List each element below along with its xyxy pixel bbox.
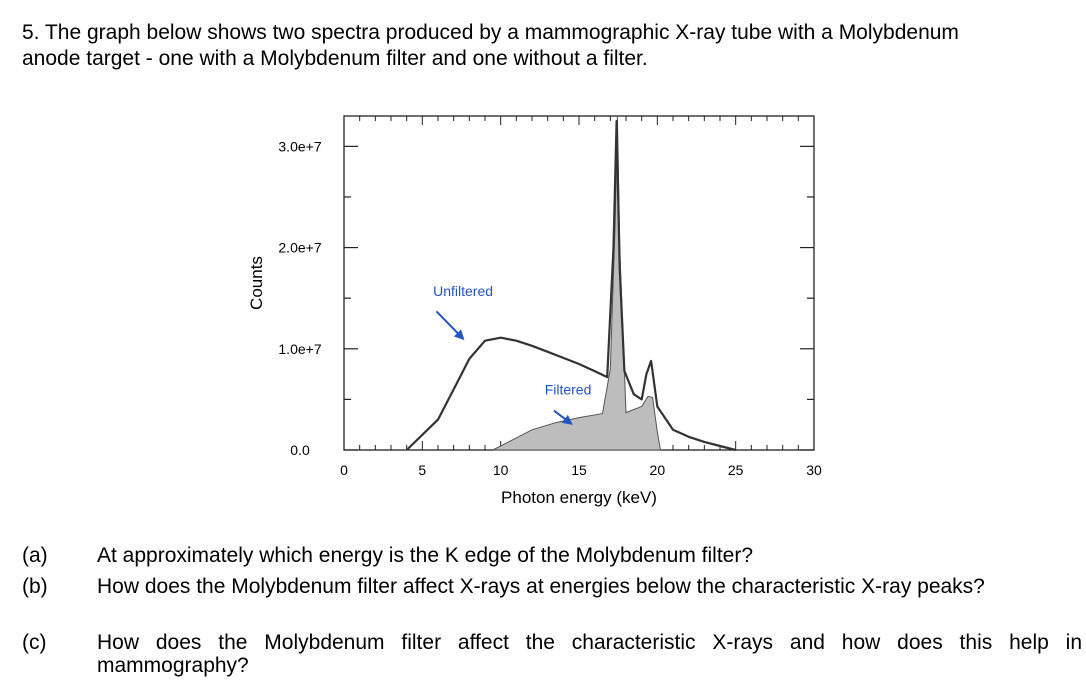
unfiltered-annotation: Unfiltered [433,283,493,299]
x-tick-label: 15 [571,462,587,478]
question-intro-line-1: 5. The graph below shows two spectra pro… [22,21,959,44]
spectrum-chart: 0 5 10 15 20 25 30 0.0 1.0e+7 2.0e+7 3.0e+7 Photon … [247,115,822,507]
x-tick-label: 30 [806,462,822,478]
unfiltered-series-line [405,120,736,452]
y-tick-label: 2.0e+7 [278,240,321,256]
x-axis-label: Photon energy (keV) [501,488,657,507]
question-b-text: How does the Molybdenum filter affect X-… [97,575,985,598]
filtered-arrow [553,409,573,425]
question-intro-line-2: anode target - one with a Molybdenum fil… [22,47,648,70]
x-tick-label: 20 [650,462,666,478]
x-tick-label: 10 [493,462,509,478]
y-tick-label: 1.0e+7 [278,341,321,357]
plot-frame [343,115,815,451]
y-axis-label: Counts [247,256,266,310]
unfiltered-arrow [435,310,465,341]
question-intro: 5. The graph below shows two spectra pro… [22,20,1072,72]
question-c-label: (c) [22,631,47,654]
filtered-annotation: Filtered [545,381,592,397]
filtered-series-area [492,115,662,451]
x-tick-label: 25 [728,462,744,478]
x-tick-label: 0 [340,462,348,478]
x-tick-label: 5 [418,462,426,478]
y-tick-label: 0.0 [290,442,310,458]
question-c-text: How does the Molybdenum filter affect th… [97,631,1082,677]
question-b-label: (b) [22,575,48,598]
question-a-text: At approximately which energy is the K e… [97,544,754,567]
y-tick-label: 3.0e+7 [278,138,321,154]
question-a-label: (a) [22,544,48,567]
